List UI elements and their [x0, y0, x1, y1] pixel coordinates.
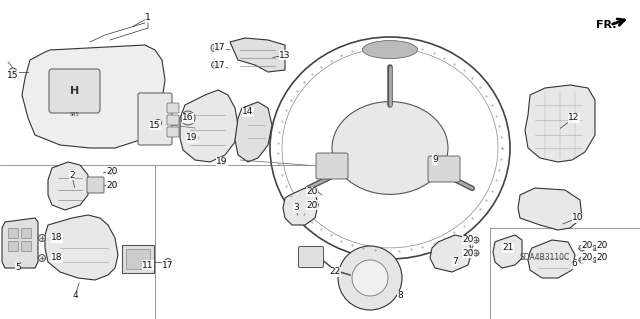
- Circle shape: [192, 135, 198, 141]
- Text: 20: 20: [581, 241, 593, 249]
- Text: 2: 2: [69, 170, 75, 180]
- Text: 7: 7: [452, 256, 458, 265]
- Text: 11: 11: [142, 261, 154, 270]
- Text: 14: 14: [243, 108, 253, 116]
- Polygon shape: [48, 162, 88, 210]
- Polygon shape: [2, 218, 38, 268]
- Circle shape: [164, 258, 172, 265]
- Polygon shape: [22, 45, 165, 148]
- FancyBboxPatch shape: [167, 115, 179, 125]
- FancyBboxPatch shape: [167, 127, 179, 137]
- Text: 8: 8: [397, 292, 403, 300]
- Bar: [8, 241, 18, 251]
- Circle shape: [312, 202, 318, 208]
- Polygon shape: [525, 85, 595, 162]
- Text: 1: 1: [145, 13, 151, 23]
- Circle shape: [579, 257, 585, 263]
- Text: 16: 16: [182, 114, 194, 122]
- Circle shape: [9, 68, 17, 76]
- Polygon shape: [45, 215, 118, 280]
- FancyBboxPatch shape: [167, 103, 179, 113]
- Circle shape: [352, 260, 388, 296]
- Circle shape: [338, 246, 402, 310]
- Text: 12: 12: [568, 114, 580, 122]
- Text: 20: 20: [596, 254, 608, 263]
- Circle shape: [211, 44, 219, 52]
- Text: 3: 3: [293, 204, 299, 212]
- Ellipse shape: [332, 101, 448, 194]
- Polygon shape: [283, 188, 318, 225]
- Text: H: H: [70, 86, 79, 96]
- Circle shape: [211, 62, 218, 69]
- Text: 20: 20: [462, 249, 474, 257]
- Text: 20: 20: [581, 254, 593, 263]
- Polygon shape: [528, 240, 575, 278]
- FancyBboxPatch shape: [87, 177, 104, 193]
- FancyBboxPatch shape: [49, 69, 100, 113]
- Circle shape: [181, 111, 195, 125]
- Text: 15: 15: [149, 121, 161, 130]
- Polygon shape: [518, 188, 582, 230]
- Circle shape: [593, 257, 598, 263]
- Polygon shape: [230, 38, 285, 72]
- FancyBboxPatch shape: [316, 153, 348, 179]
- Polygon shape: [430, 235, 472, 272]
- Circle shape: [110, 169, 116, 175]
- Circle shape: [579, 245, 585, 251]
- Text: 17: 17: [163, 261, 173, 270]
- Circle shape: [473, 237, 479, 243]
- Text: 19: 19: [186, 133, 198, 143]
- Circle shape: [473, 250, 479, 256]
- Text: 5: 5: [15, 263, 21, 272]
- Bar: [21, 228, 31, 238]
- Polygon shape: [180, 90, 238, 162]
- Text: 4: 4: [72, 292, 78, 300]
- Text: 6: 6: [571, 259, 577, 269]
- Text: 20: 20: [106, 167, 118, 176]
- Text: 20: 20: [106, 181, 118, 189]
- FancyBboxPatch shape: [138, 93, 172, 145]
- Text: 13: 13: [279, 50, 291, 60]
- Text: 10: 10: [572, 213, 584, 222]
- Bar: [21, 241, 31, 251]
- Circle shape: [312, 189, 318, 195]
- Bar: [8, 228, 18, 238]
- Text: 20: 20: [307, 188, 317, 197]
- Text: 15: 15: [7, 70, 19, 79]
- FancyBboxPatch shape: [298, 247, 323, 268]
- Text: SDA4B3110C: SDA4B3110C: [520, 254, 570, 263]
- Text: 17: 17: [214, 61, 226, 70]
- Text: 9: 9: [432, 155, 438, 165]
- FancyBboxPatch shape: [428, 156, 460, 182]
- Polygon shape: [493, 235, 522, 268]
- Text: 21: 21: [502, 243, 514, 253]
- Circle shape: [219, 159, 225, 165]
- Text: 22: 22: [330, 268, 340, 277]
- Circle shape: [38, 255, 45, 262]
- Text: 20: 20: [462, 235, 474, 244]
- Circle shape: [154, 120, 161, 127]
- Text: 20: 20: [596, 241, 608, 249]
- Text: SRS: SRS: [70, 113, 79, 117]
- Polygon shape: [235, 102, 272, 162]
- Text: 18: 18: [51, 234, 63, 242]
- Circle shape: [593, 246, 598, 250]
- Text: 19: 19: [216, 158, 228, 167]
- Bar: [122, 245, 154, 273]
- Ellipse shape: [362, 41, 417, 59]
- Text: 18: 18: [51, 254, 63, 263]
- Bar: [126, 249, 150, 269]
- Text: 20: 20: [307, 201, 317, 210]
- Circle shape: [38, 234, 45, 241]
- Circle shape: [110, 182, 116, 188]
- Text: 17: 17: [214, 43, 226, 53]
- Text: FR.: FR.: [596, 20, 616, 30]
